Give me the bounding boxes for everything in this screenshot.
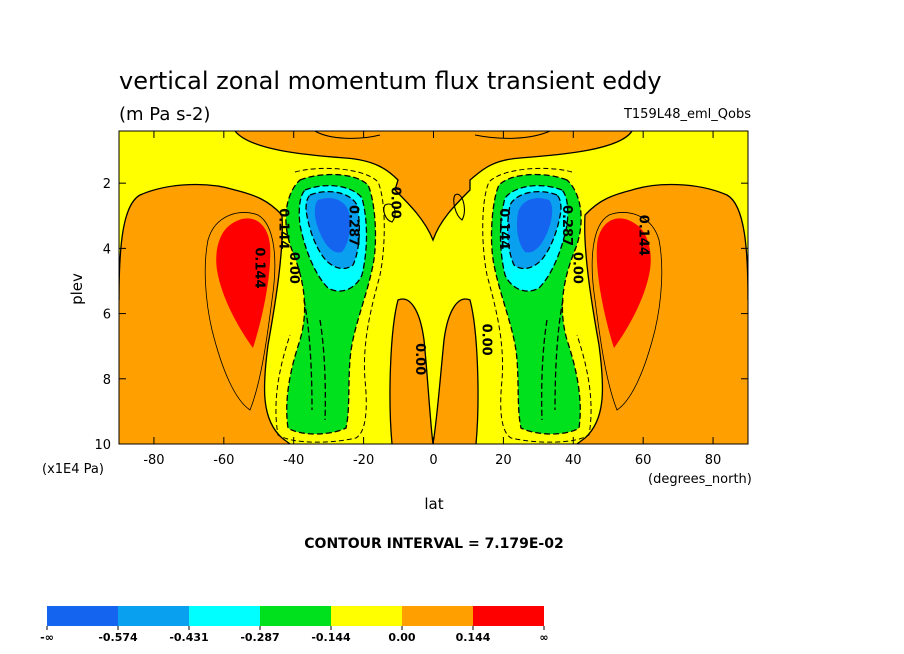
colorbar-label: -0.287 [240,631,279,644]
contour-label: 0.144 [636,215,651,256]
band-orange-center [390,299,478,444]
dataset-label: T159L48_eml_Qobs [623,107,751,122]
contour-label: 0.287 [559,205,574,246]
colorbar-label: -∞ [40,631,54,644]
chart-units: (m Pa s-2) [119,104,210,125]
colorbar-swatch [473,606,544,626]
contour-lines [119,131,748,444]
contour-label: 0.00 [286,252,301,284]
contour-zero-top [234,131,633,242]
band-blue-right [516,198,553,253]
contour-zero-left [119,183,291,444]
band-orange-top [235,131,632,240]
contour-neg-left-inner [303,299,326,421]
band-blue-left [314,198,351,253]
y-units-label: (x1E4 Pa) [42,462,104,477]
contour-label: 0.00 [412,343,427,375]
band-red-right [596,218,651,348]
contour-neg-right-dash1 [482,167,592,443]
colorbar-label: 0.00 [388,631,415,644]
contour-neg-right-dash4 [507,191,562,270]
y-axis: 2 4 6 8 10 [94,177,748,453]
x-tick-label: -80 [143,453,164,468]
x-tick-label: 60 [635,453,652,468]
contour-neg-left-dash3 [298,184,368,292]
colorbar-label: -0.574 [98,631,138,644]
band-orange-right [577,184,748,444]
x-axis: -80 -60 -40 -20 0 20 40 60 80 [143,131,721,468]
y-tick-label: 6 [103,308,111,323]
contour-neg-left-dash1 [275,167,385,443]
contour-neg-right-inner [541,299,564,421]
y-tick-label: 10 [94,438,111,453]
colorbar-swatch [118,606,189,626]
colorbar-swatch [402,606,473,626]
contour-neg-right-dash2 [490,173,582,435]
x-tick-label: 80 [705,453,722,468]
x-units-label: (degrees_north) [648,472,752,487]
colorbar-label: ∞ [539,631,548,644]
colorbar-label: -0.144 [311,631,351,644]
contour-label: 0.00 [478,324,493,356]
band-red-left [216,218,271,348]
colorbar-label: 0.144 [456,631,491,644]
contour-zero-right [576,183,748,444]
contour-pos-right [591,212,663,411]
colorbar-swatch [47,606,118,626]
chart-title: vertical zonal momentum flux transient e… [119,67,662,95]
x-tick-label: -40 [283,453,304,468]
x-tick-label: 20 [495,453,512,468]
contour-label: 0.144 [496,208,511,249]
contour-label: 0.00 [569,252,584,284]
y-axis-title: plev [68,273,86,305]
contour-labels: 0.144 0.287 0.00 0.144 0.00 0.00 0.00 0.144 0.28… [251,187,650,376]
contour-neg-left-dash4 [305,191,360,270]
plot-area: 0.144 0.287 0.00 0.144 0.00 0.00 0.00 0.144 0.28… [119,131,748,444]
y-tick-label: 4 [103,242,111,257]
colorbar-swatch [260,606,331,626]
y-tick-label: 2 [103,177,111,192]
x-tick-label: -60 [213,453,234,468]
contour-zero-center [389,298,479,444]
colorbar: -∞ -0.574 -0.431 -0.287 -0.144 0.00 0.144 ∞ [40,606,549,644]
contour-interval-text: CONTOUR INTERVAL = 7.179E-02 [304,536,563,552]
x-tick-label: 40 [565,453,582,468]
contour-label: 0.287 [346,205,361,246]
contour-label: 0.144 [276,208,291,249]
x-tick-label: 0 [429,453,437,468]
x-axis-title: lat [424,495,443,513]
y-tick-label: 8 [103,373,111,388]
contour-label: 0.144 [251,247,266,288]
colorbar-label: -0.431 [169,631,208,644]
colorbar-swatch [189,606,260,626]
contour-neg-right-dash3 [499,184,569,292]
colorbar-swatch [331,606,402,626]
contour-small-loops [314,131,551,223]
contour-pos-left [204,212,276,411]
contour-neg-left-dash2 [285,173,377,435]
band-orange-left [119,184,290,444]
x-tick-label: -20 [353,453,374,468]
contour-label: 0.00 [388,187,403,219]
